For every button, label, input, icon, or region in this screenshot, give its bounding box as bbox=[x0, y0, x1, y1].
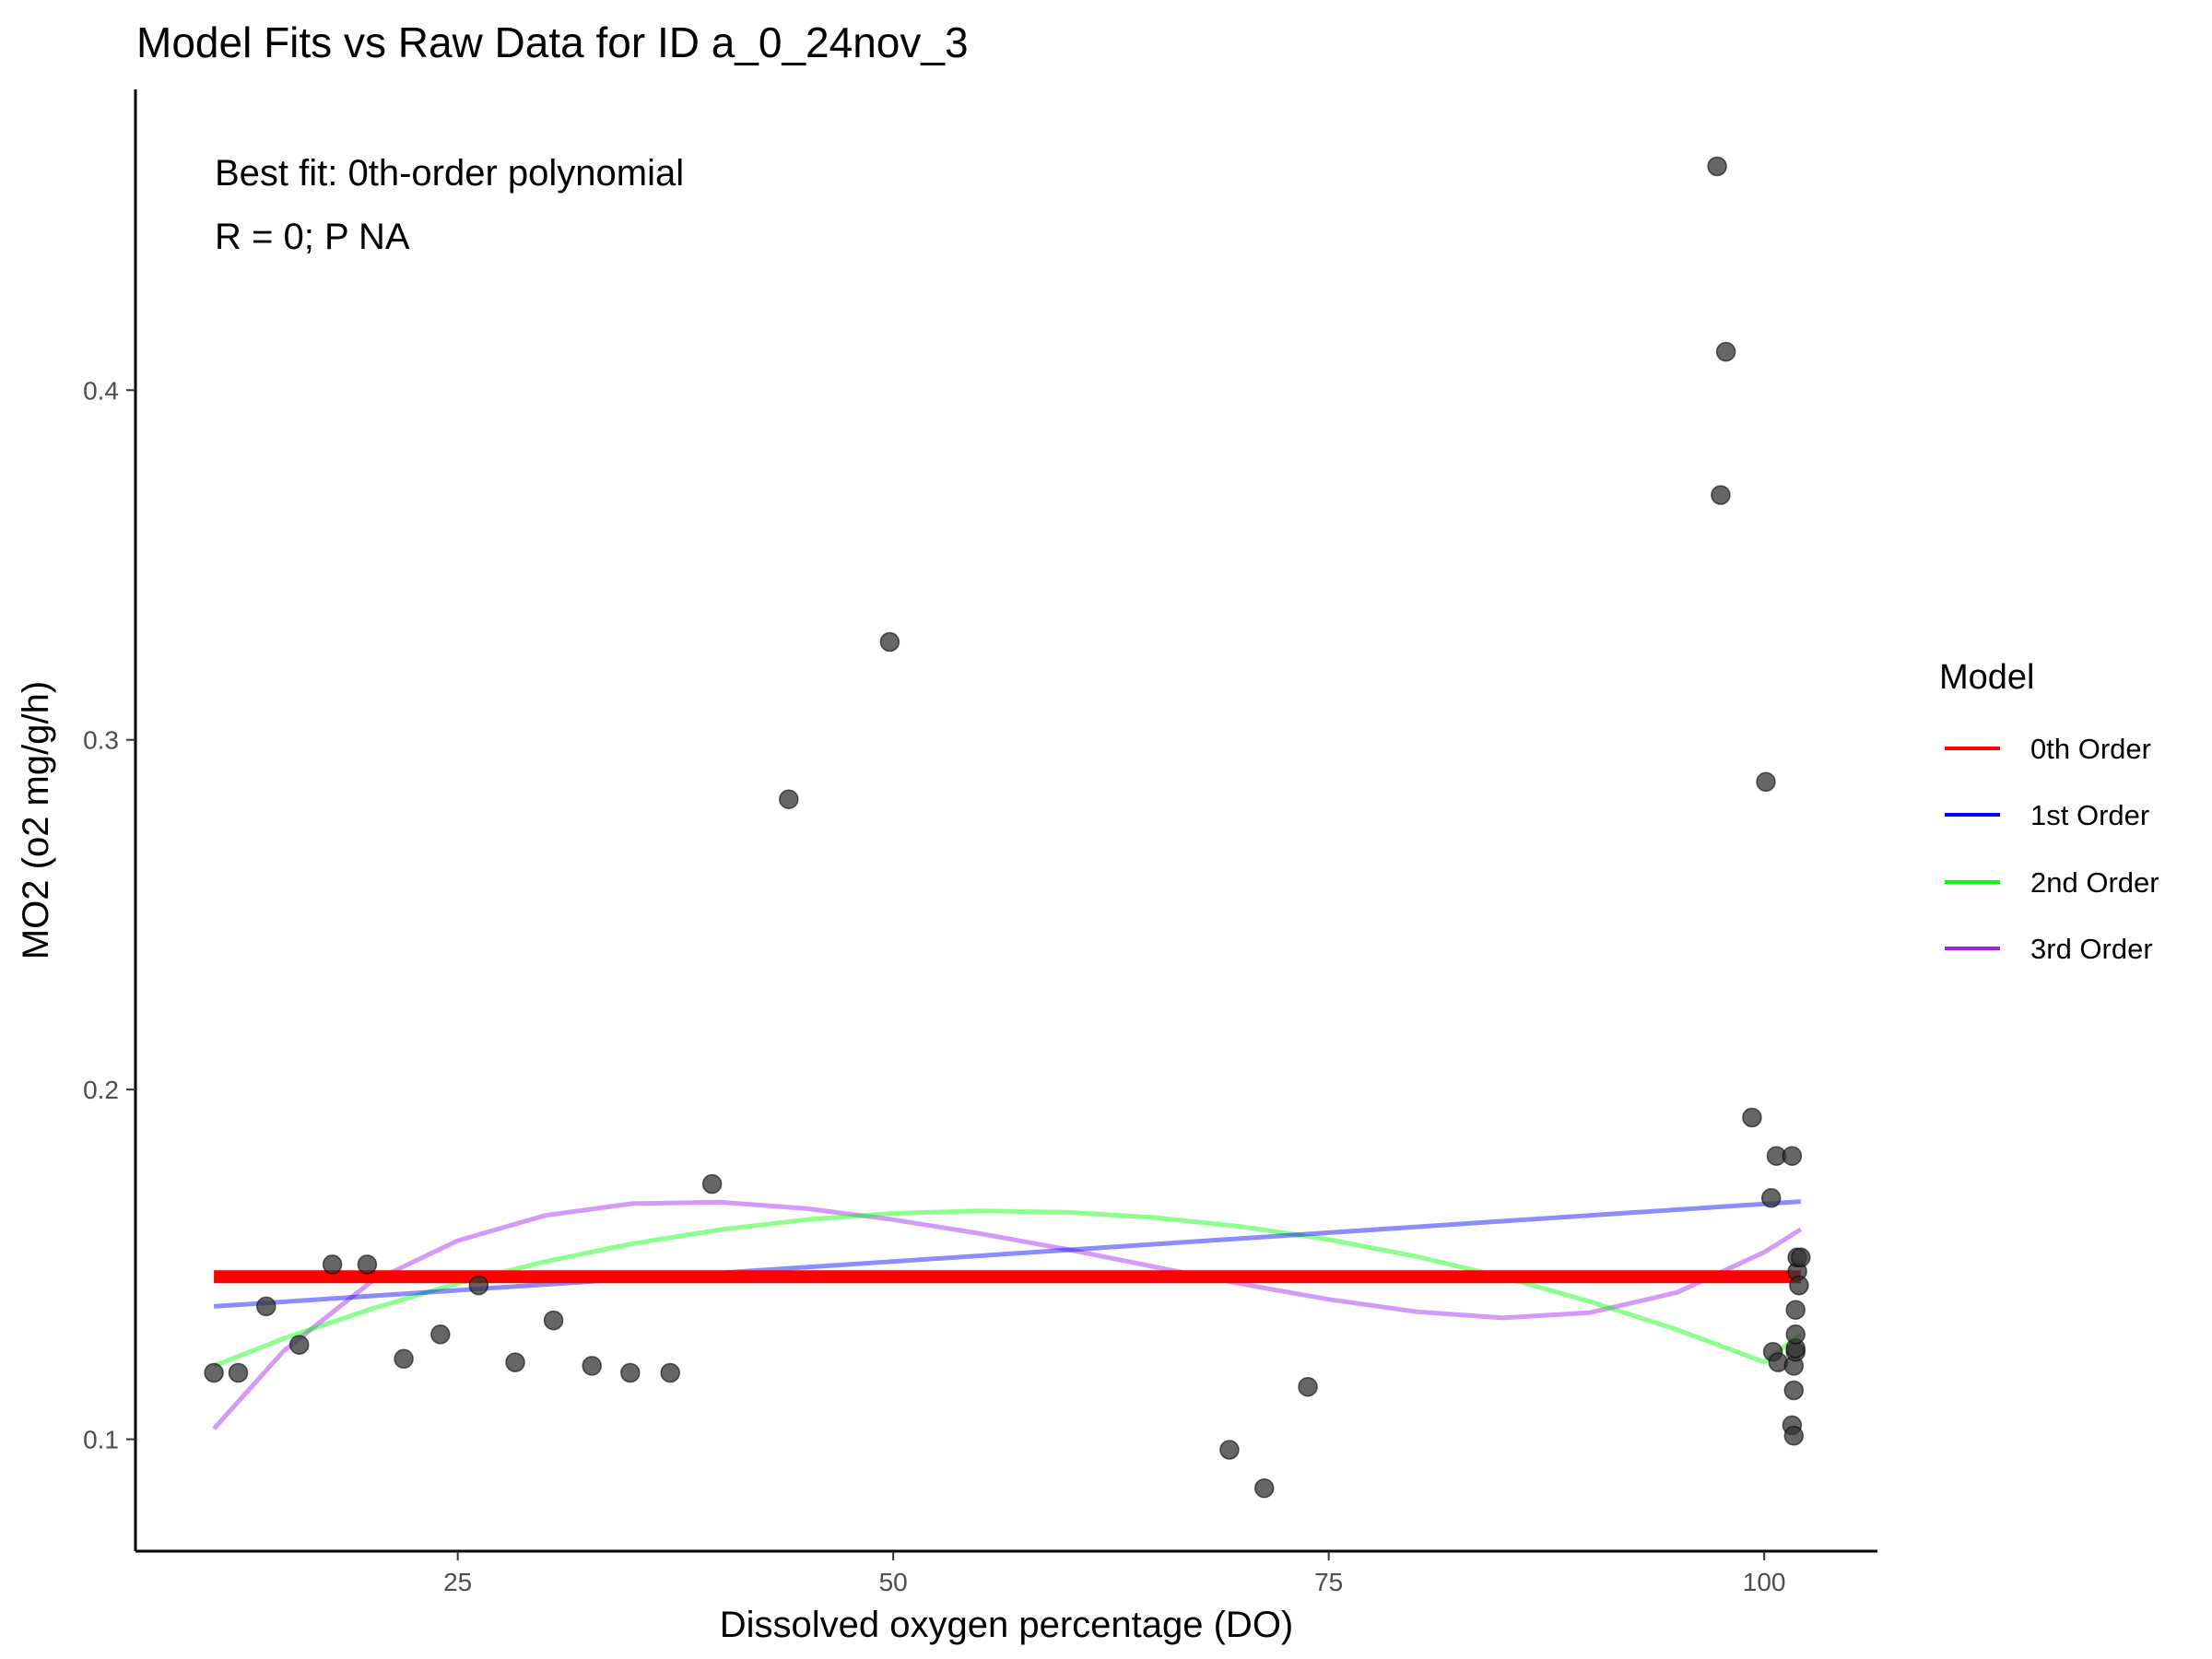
legend-item-2nd-order: 2nd Order bbox=[1945, 866, 2159, 899]
data-point bbox=[1711, 485, 1731, 505]
data-point bbox=[505, 1352, 525, 1372]
legend-label-2nd-order: 2nd Order bbox=[2030, 866, 2159, 899]
plot-area bbox=[204, 156, 1811, 1499]
legend-label-3rd-order: 3rd Order bbox=[2030, 933, 2153, 965]
y-axis-ticks: 0.1 0.2 0.3 0.4 bbox=[83, 376, 135, 1454]
data-point bbox=[1219, 1440, 1240, 1460]
data-point bbox=[1715, 341, 1736, 362]
data-point bbox=[1789, 1275, 1809, 1296]
data-point bbox=[701, 1173, 723, 1194]
fit-lines bbox=[212, 1199, 1803, 1430]
legend-title: Model bbox=[1939, 658, 2035, 697]
legend-label-1st-order: 1st Order bbox=[2030, 799, 2149, 831]
legend-item-1st-order: 1st Order bbox=[1945, 799, 2149, 831]
data-point bbox=[1707, 156, 1727, 177]
x-tick-label: 25 bbox=[443, 1568, 472, 1596]
data-point bbox=[430, 1324, 451, 1345]
y-tick-label: 0.3 bbox=[83, 726, 119, 755]
legend-item-0th-order: 0th Order bbox=[1945, 733, 2151, 765]
data-points bbox=[204, 156, 1811, 1499]
data-point bbox=[322, 1254, 343, 1275]
y-tick-label: 0.1 bbox=[83, 1426, 119, 1454]
data-point bbox=[1760, 1188, 1782, 1208]
data-point bbox=[394, 1348, 414, 1370]
data-point bbox=[256, 1296, 276, 1317]
data-point bbox=[1782, 1146, 1803, 1166]
data-point bbox=[1785, 1300, 1806, 1320]
data-point bbox=[779, 789, 799, 809]
data-point bbox=[1742, 1107, 1762, 1128]
data-point bbox=[1783, 1380, 1805, 1401]
data-point bbox=[357, 1254, 378, 1275]
y-tick-label: 0.2 bbox=[83, 1076, 119, 1104]
legend-item-3rd-order: 3rd Order bbox=[1945, 933, 2153, 965]
fit-line-1st-order bbox=[213, 1199, 1801, 1309]
x-tick-label: 75 bbox=[1314, 1568, 1343, 1596]
data-point bbox=[204, 1362, 224, 1383]
y-tick-label: 0.4 bbox=[83, 376, 119, 405]
legend-label-0th-order: 0th Order bbox=[2030, 733, 2151, 765]
data-point bbox=[1785, 1324, 1806, 1345]
chart-title: Model Fits vs Raw Data for ID a_0_24nov_… bbox=[136, 18, 969, 66]
x-tick-label: 100 bbox=[1743, 1568, 1786, 1596]
x-axis-label: Dissolved oxygen percentage (DO) bbox=[720, 1605, 1294, 1645]
data-point bbox=[660, 1362, 680, 1383]
data-point bbox=[879, 631, 900, 653]
data-point bbox=[1791, 1247, 1811, 1268]
data-point bbox=[468, 1275, 489, 1296]
stats-annotation: R = 0; P NA bbox=[215, 217, 410, 257]
x-tick-label: 50 bbox=[879, 1568, 908, 1596]
data-point bbox=[620, 1362, 641, 1383]
x-axis-ticks: 25 50 75 100 bbox=[443, 1551, 1786, 1596]
legend: Model 0th Order 1st Order 2nd Order 3rd … bbox=[1939, 658, 2159, 965]
data-point bbox=[288, 1335, 310, 1355]
data-point bbox=[228, 1362, 249, 1383]
fit-line-3rd-order bbox=[212, 1199, 1803, 1430]
data-point bbox=[582, 1356, 602, 1376]
data-point bbox=[1298, 1376, 1318, 1397]
data-point bbox=[1756, 771, 1776, 793]
y-axis-label: MO2 (o2 mg/g/h) bbox=[16, 681, 56, 959]
data-point bbox=[1253, 1477, 1275, 1499]
data-point bbox=[1783, 1426, 1805, 1446]
best-fit-annotation: Best fit: 0th-order polynomial bbox=[215, 153, 684, 194]
data-point bbox=[543, 1310, 564, 1331]
